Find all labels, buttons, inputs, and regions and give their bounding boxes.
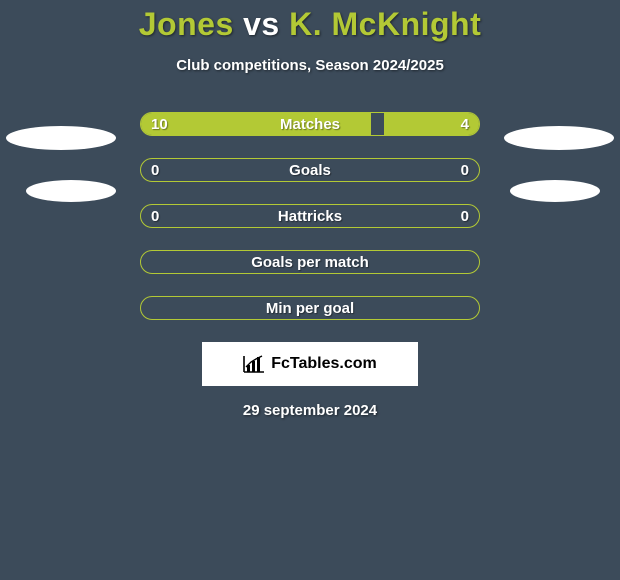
stat-label: Min per goal [141,297,479,319]
stat-bar: 00Hattricks [140,204,480,228]
subtitle: Club competitions, Season 2024/2025 [0,57,620,74]
brand-text: FcTables.com [271,355,377,373]
date-stamp: 29 september 2024 [0,402,620,419]
stat-label: Matches [141,113,479,135]
page-title: Jones vs K. McKnight [0,6,620,43]
stat-label: Hattricks [141,205,479,227]
bar-chart-icon [243,355,265,373]
vs-label: vs [243,6,280,42]
stat-bar: Min per goal [140,296,480,320]
stat-label: Goals per match [141,251,479,273]
stat-row: 00Goals [140,158,480,182]
player1-name: Jones [139,6,234,42]
stat-rows: 104Matches 00Goals 00Hattricks Goals per ma… [0,112,620,320]
stat-bar: 00Goals [140,158,480,182]
stat-row: 00Hattricks [140,204,480,228]
stat-row: Goals per match [140,250,480,274]
brand-box: FcTables.com [202,342,418,386]
comparison-card: Jones vs K. McKnight Club competitions, … [0,0,620,580]
stat-bar: Goals per match [140,250,480,274]
stat-bar: 104Matches [140,112,480,136]
player2-name: K. McKnight [289,6,481,42]
stat-row: Min per goal [140,296,480,320]
stat-row: 104Matches [140,112,480,136]
stat-label: Goals [141,159,479,181]
